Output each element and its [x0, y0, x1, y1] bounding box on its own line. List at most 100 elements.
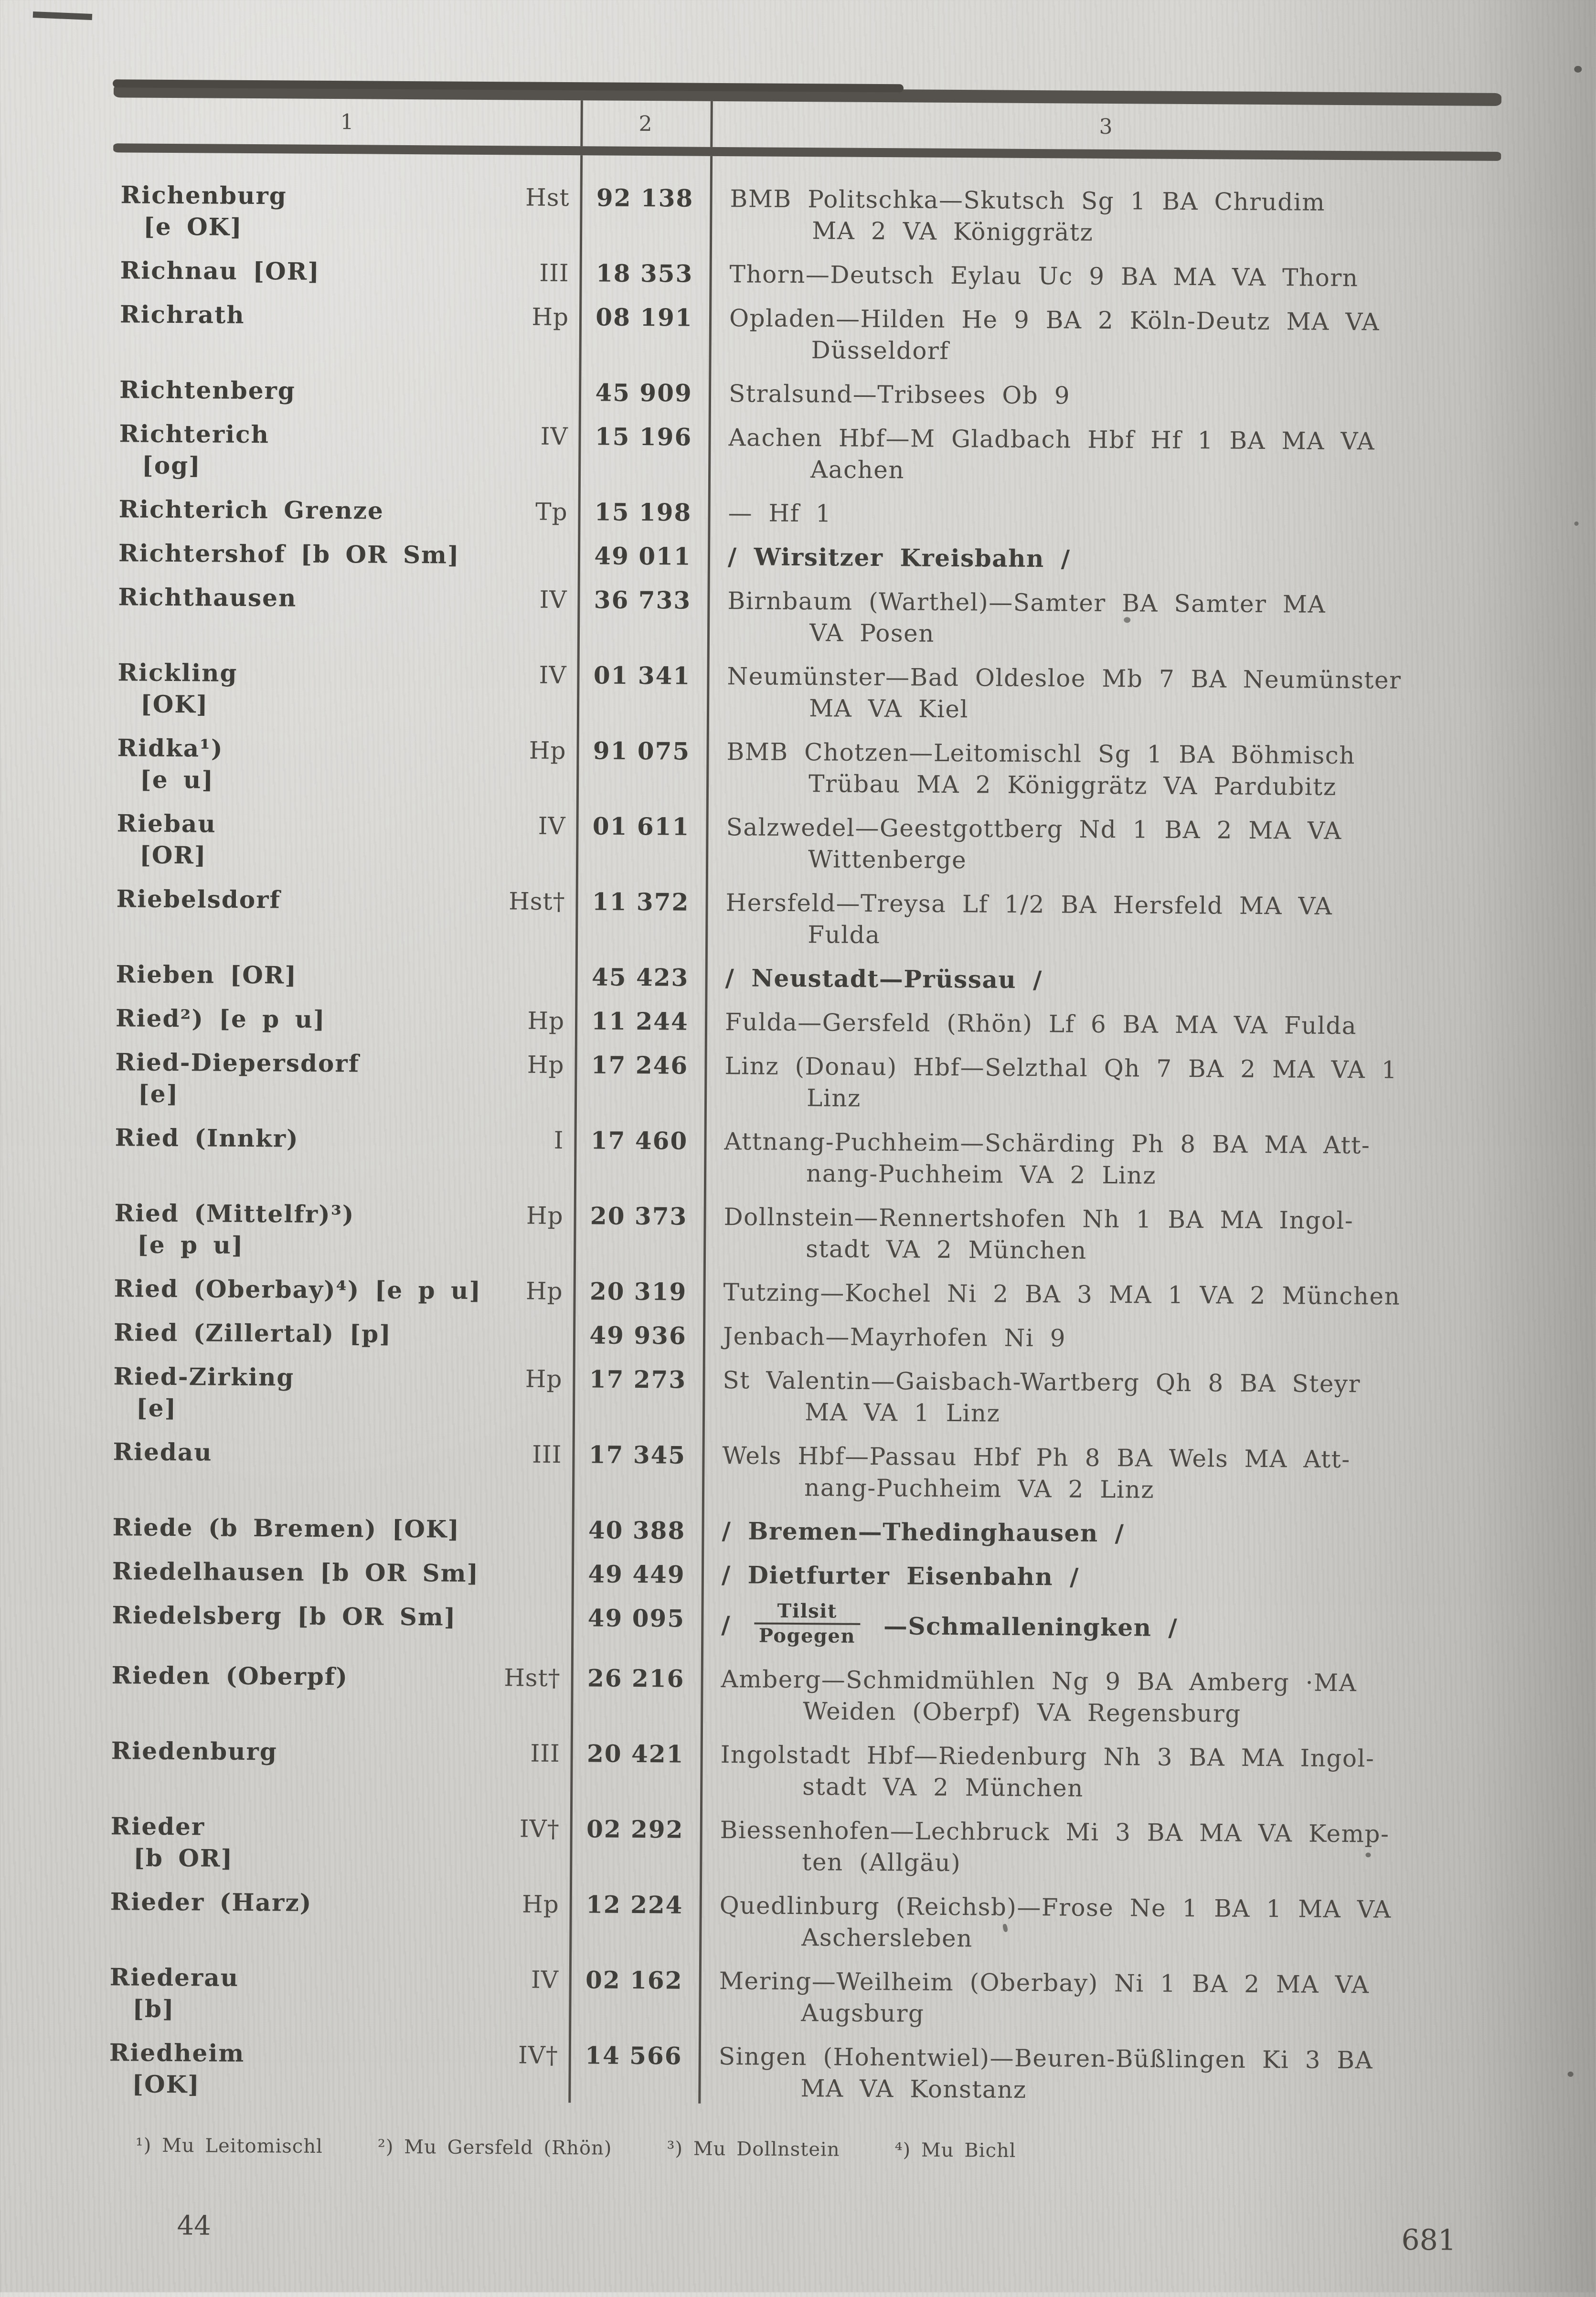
route-line: Dollnstein—Rennertshofen Nh 1 BA MA Ingo… — [703, 1201, 1494, 1237]
route-line: Aschersleben — [699, 1921, 1490, 1957]
station-number: 08 191 — [579, 301, 709, 365]
station-number: 40 388 — [572, 1514, 702, 1547]
station-name: Riedheim — [102, 2037, 245, 2069]
route-cell: Fulda—Gersfeld (Rhön) Lf 6 BA MA VA Fuld… — [705, 1006, 1496, 1042]
station-name-line: Ried-Diepersdorf Hp — [107, 1046, 575, 1081]
route-line: Attnang-Puchheim—Schärding Ph 8 BA MA At… — [704, 1126, 1495, 1162]
station-number: 02 162 — [569, 1964, 699, 2028]
station-name: Riedelhausen [b OR Sm] — [105, 1555, 479, 1589]
station-name-line: Ried (Zillertal) [p] — [106, 1317, 573, 1351]
station-number: 92 138 — [580, 182, 710, 246]
station-cell: Richnau [OR] III — [112, 255, 579, 289]
station-name: Richtenberg — [112, 374, 296, 406]
table-row: Riedheim IV† [OK] 14 566 Singen (Hohentw… — [101, 2037, 1490, 2108]
station-class-code: Hst† — [509, 885, 576, 917]
route-cell: Hersfeld—Treysa Lf 1/2 BA Hersfeld MA VA… — [705, 887, 1497, 955]
route-line: / Dietfurter Eisenbahn / — [702, 1559, 1492, 1595]
station-class-code: III — [532, 1439, 573, 1471]
station-cell: Ried (Mittelfr)³) Hp [e p u] — [106, 1197, 574, 1263]
table-row: Ridka¹) Hp [e u] 91 075 BMB Chotzen—Leit… — [109, 732, 1498, 804]
station-class-code: Hp — [532, 301, 579, 333]
station-class-code: Hp — [526, 1276, 574, 1308]
station-name: Rieden (Oberpf) — [104, 1659, 348, 1692]
station-name-line: Rieder (Harz) Hp — [103, 1886, 570, 1920]
table-row: Ried (Zillertal) [p] 49 936 Jenbach—Mayr… — [106, 1317, 1494, 1357]
table-row: Ried (Oberbay)⁴) [e p u] Hp 20 319 Tutzi… — [106, 1273, 1494, 1313]
station-name-line: Riederau IV — [102, 1961, 569, 1996]
station-number: 18 353 — [579, 257, 709, 290]
station-number: 20 373 — [574, 1200, 704, 1264]
station-name-line: Ried²) [e p u] Hp — [108, 1002, 575, 1037]
route-line: Neumünster—Bad Oldesloe Mb 7 BA Neumünst… — [707, 660, 1498, 697]
column-header-2: 2 — [580, 111, 710, 137]
station-name: Richnau [OR] — [112, 255, 320, 287]
station-number: 26 216 — [571, 1662, 701, 1726]
route-line: MA 2 VA Königgrätz — [710, 214, 1500, 251]
station-table-body: Richenburg Hst [e OK] 92 138 BMB Politsc… — [101, 152, 1501, 2108]
route-line: Trübau MA 2 Königgrätz VA Pardubitz — [706, 767, 1497, 804]
table-row: Ried-Diepersdorf Hp [e] 17 246 Linz (Don… — [107, 1046, 1496, 1118]
route-line: Wels Hbf—Passau Hbf Ph 8 BA Wels MA Att- — [702, 1440, 1493, 1476]
footnote-1: ¹) Mu Leitomischl — [136, 2135, 323, 2158]
station-name-line: Richnau [OR] III — [112, 255, 579, 289]
station-number: 36 733 — [577, 584, 708, 648]
station-cell: Richrath Hp — [112, 298, 579, 364]
station-cell: Rickling IV [OK] — [110, 657, 577, 723]
station-class-code: IV† — [520, 1813, 570, 1845]
station-number: 45 423 — [575, 961, 705, 994]
station-cell: Riedelhausen [b OR Sm] — [105, 1555, 572, 1590]
station-number: 20 319 — [573, 1276, 703, 1308]
route-line: Hersfeld—Treysa Lf 1/2 BA Hersfeld MA VA — [705, 887, 1496, 923]
table-row: Richtershof [b OR Sm] 49 011 / Wirsitzer… — [111, 537, 1499, 577]
column-header-1: 1 — [113, 108, 580, 136]
route-line: / Bremen—Thedinghausen / — [702, 1515, 1492, 1552]
table-row: Ried²) [e p u] Hp 11 244 Fulda—Gersfeld … — [108, 1002, 1496, 1042]
station-name: Richtershof [b OR Sm] — [111, 537, 460, 571]
station-name: Ried (Zillertal) [p] — [106, 1317, 392, 1350]
station-number: 49 011 — [578, 540, 708, 573]
page-number-right: 681 — [1401, 2223, 1456, 2257]
station-name-line: Riedelhausen [b OR Sm] — [105, 1555, 572, 1590]
station-class-code: Tp — [535, 496, 578, 528]
route-line: MA VA Konstanz — [698, 2072, 1489, 2108]
paper-speck — [1365, 1852, 1371, 1857]
route-line: stadt VA 2 München — [700, 1770, 1491, 1807]
route-line: Düsseldorf — [709, 334, 1500, 370]
station-number: 49 449 — [572, 1558, 702, 1591]
station-cell: Richtershof [b OR Sm] — [111, 537, 578, 572]
station-name-line: Richthausen IV — [110, 581, 577, 616]
route-cell: / Neustadt—Prüssau / — [705, 962, 1496, 999]
route-cell: Linz (Donau) Hbf—Selzthal Qh 7 BA 2 MA V… — [704, 1050, 1496, 1118]
station-name: Rieben [OR] — [108, 958, 297, 991]
station-cell: Rieben [OR] — [108, 958, 575, 993]
table-row: Richtenberg 45 909 Stralsund—Tribsees Ob… — [112, 374, 1500, 414]
station-cell: Riedenburg III — [103, 1735, 571, 1801]
station-table: 1 2 3 Richenburg Hst [e OK] 92 138 BMB P… — [101, 85, 1501, 2121]
route-line: Opladen—Hilden He 9 BA 2 Köln-Deutz MA V… — [709, 302, 1500, 339]
station-name: Richrath — [112, 298, 245, 331]
route-line: Salzwedel—Geestgottberg Nd 1 BA 2 MA VA — [706, 811, 1497, 848]
station-name: Ried-Zirking — [106, 1361, 294, 1393]
paper-speck — [1124, 617, 1130, 623]
station-remark: [og] — [111, 449, 578, 484]
route-line: Fulda — [705, 918, 1496, 955]
station-remark: [e p u] — [106, 1229, 574, 1263]
route-cell: Biessenhofen—Lechbruck Mi 3 BA MA VA Kem… — [700, 1814, 1491, 1882]
station-cell: Ried²) [e p u] Hp — [108, 1002, 575, 1037]
route-line: Augsburg — [699, 1997, 1490, 2033]
station-name: Riedau — [105, 1436, 212, 1468]
station-class-code: Hp — [526, 1200, 574, 1232]
station-name-line: Rickling IV — [110, 657, 577, 691]
station-class-code: III — [539, 257, 580, 289]
table-row: Richnau [OR] III 18 353 Thorn—Deutsch Ey… — [112, 255, 1500, 295]
route-line: Stralsund—Tribsees Ob 9 — [709, 378, 1500, 414]
station-name-line: Richtenberg — [112, 374, 579, 408]
column-header-3: 3 — [710, 112, 1501, 141]
station-name-line: Riedenburg III — [104, 1735, 571, 1769]
table-row: Riedelhausen [b OR Sm] 49 449 / Dietfurt… — [105, 1555, 1492, 1595]
station-class-code: Hp — [522, 1889, 570, 1921]
route-line: MA VA Kiel — [707, 692, 1498, 728]
